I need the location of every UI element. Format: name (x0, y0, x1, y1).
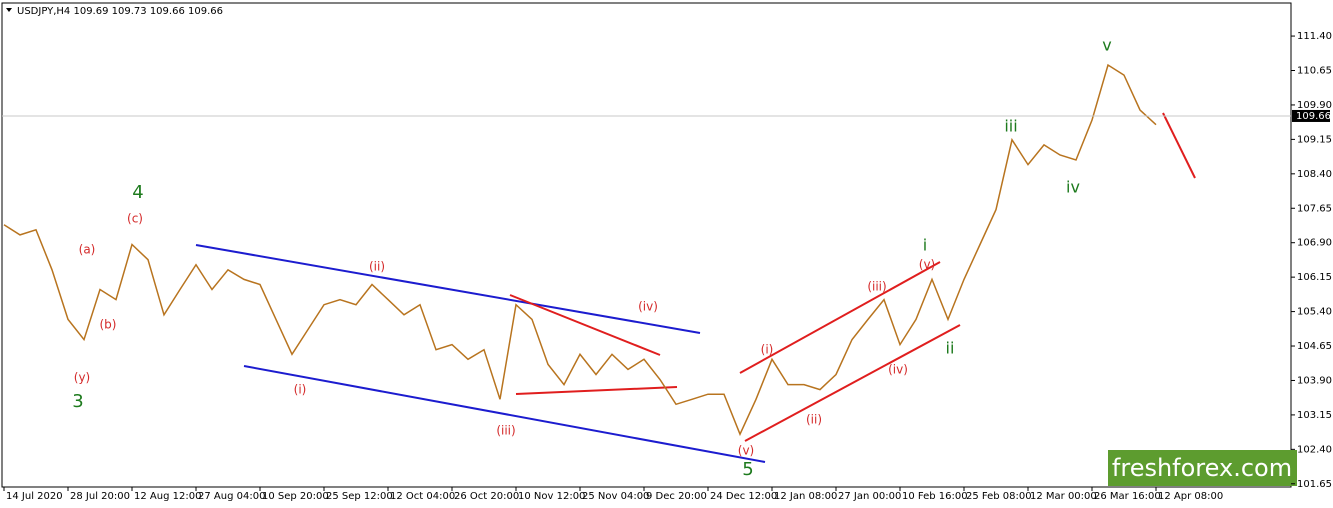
watermark: freshforex.com (1108, 450, 1297, 486)
wave-label: (iii) (867, 280, 886, 294)
y-tick-label: 101.65 (1297, 479, 1332, 490)
wave-label: (b) (100, 318, 117, 332)
x-tick-label: 10 Nov 12:00 (518, 491, 585, 502)
wave-label: iii (1004, 117, 1017, 136)
x-tick-label: 28 Jul 20:00 (70, 491, 130, 502)
wave-label: (c) (127, 212, 143, 226)
wave-label: iv (1066, 178, 1080, 197)
x-tick-label: 12 Apr 08:00 (1158, 491, 1223, 502)
wave-label: (ii) (806, 413, 822, 427)
y-tick-label: 102.40 (1297, 444, 1332, 455)
wave-label: ii (946, 339, 955, 358)
watermark-text: freshforex.com (1112, 454, 1292, 482)
y-tick-label: 106.15 (1297, 272, 1332, 283)
x-tick-label: 25 Nov 04:00 (582, 491, 649, 502)
wave-label: (v) (919, 258, 935, 272)
y-tick-label: 109.15 (1297, 134, 1332, 145)
wave-label: (v) (738, 444, 754, 458)
y-tick-label: 104.65 (1297, 341, 1332, 352)
x-tick-label: 27 Jan 00:00 (838, 491, 901, 502)
x-tick-label: 12 Jan 08:00 (774, 491, 837, 502)
channel-up-top (739, 261, 941, 374)
price-line (3, 63, 1157, 437)
plot-frame (1, 2, 1292, 488)
wave-label: (i) (761, 343, 774, 357)
y-tick-label: 111.40 (1297, 31, 1332, 42)
wave-label: (iv) (888, 363, 908, 377)
x-tick-label: 25 Sep 12:00 (326, 491, 393, 502)
y-tick-label: 108.40 (1297, 169, 1332, 180)
chart-title: USDJPY,H4 109.69 109.73 109.66 109.66 (17, 6, 223, 17)
y-tick-label: 106.90 (1297, 238, 1332, 249)
wave-label: v (1102, 36, 1111, 55)
x-tick-label: 10 Feb 16:00 (902, 491, 968, 502)
x-tick-label: 26 Mar 16:00 (1094, 491, 1161, 502)
wave-lines (195, 112, 1196, 463)
wave-label: i (923, 236, 927, 255)
x-tick-label: 25 Feb 08:00 (966, 491, 1032, 502)
x-tick-label: 14 Jul 2020 (6, 491, 63, 502)
channel-bottom (243, 365, 766, 463)
x-tick-label: 12 Aug 12:00 (134, 491, 201, 502)
wave-label: 3 (72, 391, 83, 412)
wave-label: (ii) (369, 260, 385, 274)
x-tick-label: 26 Oct 20:00 (454, 491, 519, 502)
wave-label: (iv) (638, 300, 658, 314)
channel-top (195, 244, 701, 334)
triangle-top (509, 294, 661, 356)
x-tick-label: 9 Dec 20:00 (646, 491, 707, 502)
y-tick-label: 107.65 (1297, 203, 1332, 214)
channel-up-bottom (744, 324, 961, 442)
x-tick-label: 27 Aug 04:00 (198, 491, 265, 502)
watermark-box (1108, 450, 1297, 486)
y-tick-label: 103.15 (1297, 410, 1332, 421)
wave-label: (a) (79, 243, 96, 257)
header-arrow (6, 8, 12, 12)
wave-label: 4 (132, 182, 143, 203)
x-tick-label: 12 Oct 04:00 (390, 491, 455, 502)
y-tick-label: 110.65 (1297, 66, 1332, 77)
last-price-box (1292, 109, 1330, 122)
y-tick-label: 109.90 (1297, 100, 1332, 111)
x-tick-label: 10 Sep 20:00 (262, 491, 329, 502)
x-tick-label: 12 Mar 00:00 (1030, 491, 1097, 502)
wave-label: 5 (742, 459, 753, 480)
triangle-bottom (515, 386, 678, 395)
y-tick-label: 105.40 (1297, 307, 1332, 318)
y-tick-label: 103.90 (1297, 375, 1332, 386)
last-price-label: 109.66 (1296, 111, 1331, 122)
wave-label: (y) (74, 371, 90, 385)
wave-label: (i) (294, 383, 307, 397)
forecast-line (1162, 112, 1196, 179)
x-tick-label: 24 Dec 12:00 (710, 491, 777, 502)
wave-label: (iii) (496, 424, 515, 438)
